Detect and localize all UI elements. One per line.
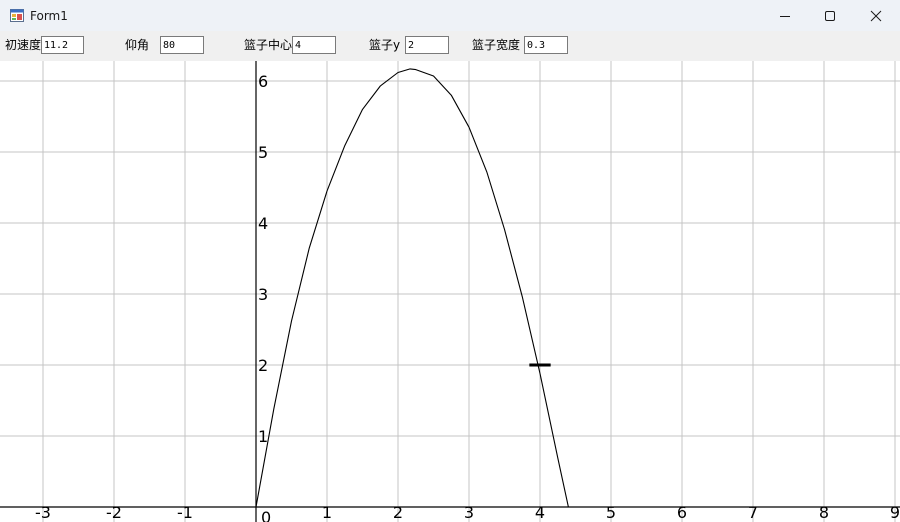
x-tick-label: 3 [464,503,474,522]
window-title: Form1 [30,9,68,23]
x-tick-label: 9 [890,503,900,522]
trajectory-line [255,68,569,508]
y-tick-label: 6 [258,72,268,91]
hoop-center-input[interactable] [292,36,336,54]
y-tick-label: 4 [258,214,268,233]
x-tick-label: 7 [748,503,758,522]
toolbar: 初速度 仰角 篮子中心 篮子y 篮子宽度 [0,31,900,61]
close-button[interactable] [853,0,899,31]
hoop-width-input[interactable] [524,36,568,54]
y-tick-label: 1 [258,427,268,446]
app-icon [10,9,24,22]
hoop-width-label: 篮子宽度 [472,38,521,52]
minimize-icon [780,15,790,17]
speed-input[interactable] [41,36,84,54]
hoop-y-input[interactable] [405,36,449,54]
x-tick-label: 6 [677,503,687,522]
x-tick-label: 1 [322,503,332,522]
x-tick-label: -3 [35,503,51,522]
maximize-button[interactable] [807,0,853,31]
maximize-icon [825,10,835,21]
title-bar: Form1 [0,0,900,31]
x-tick-label: -2 [106,503,122,522]
minimize-button[interactable] [762,0,808,31]
x-tick-label: 5 [606,503,616,522]
trajectory-chart: -3 -2 -1 0 1 2 3 4 5 6 7 8 9 1 2 3 4 5 6 [0,61,900,522]
x-tick-label: -1 [177,503,193,522]
x-tick-label: 4 [535,503,545,522]
y-tick-label: 2 [258,356,268,375]
x-tick-label: 2 [393,503,403,522]
y-tick-label: 5 [258,143,268,162]
y-tick-label: 3 [258,285,268,304]
plot-area: -3 -2 -1 0 1 2 3 4 5 6 7 8 9 1 2 3 4 5 6 [0,61,900,522]
hoop-y-label: 篮子y [369,38,401,52]
angle-input[interactable] [160,36,204,54]
hoop-center-label: 篮子中心 [244,38,293,52]
close-icon [870,10,882,21]
speed-label: 初速度 [5,38,42,52]
x-tick-label: 8 [819,503,829,522]
x-tick-label: 0 [261,508,271,522]
angle-label: 仰角 [125,38,150,52]
